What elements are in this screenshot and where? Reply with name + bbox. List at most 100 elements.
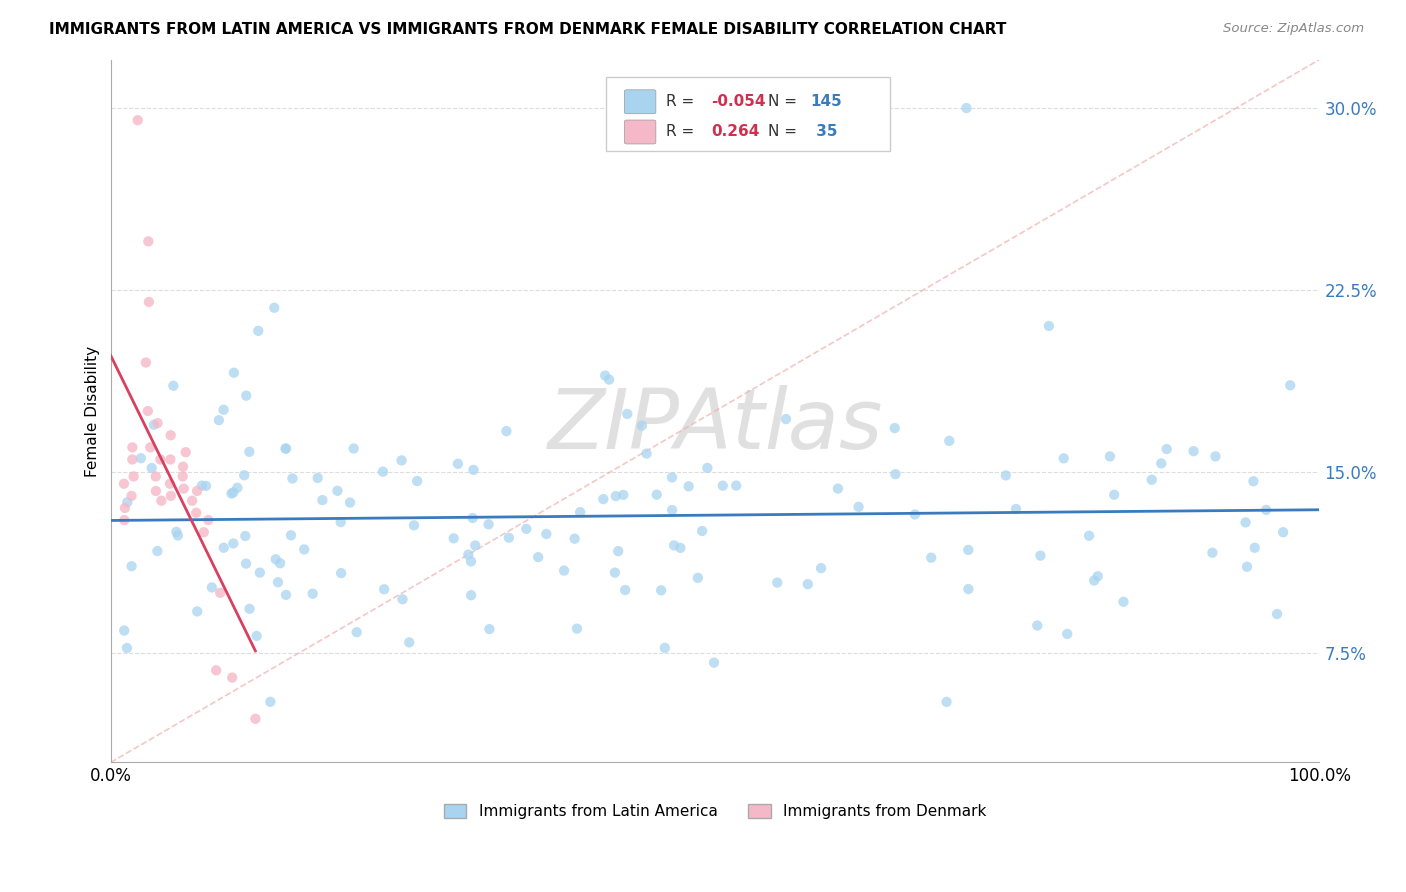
Point	[711, 478, 734, 492]
Point	[1243, 541, 1265, 555]
Point	[136, 404, 159, 418]
Point	[129, 451, 152, 466]
Point	[274, 442, 297, 456]
Point	[1156, 442, 1178, 457]
Point	[1083, 574, 1105, 588]
Point	[238, 444, 260, 458]
Point	[301, 587, 323, 601]
Point	[593, 368, 616, 383]
Point	[645, 488, 668, 502]
Point	[605, 489, 627, 503]
Text: N =: N =	[768, 125, 803, 139]
Point	[696, 461, 718, 475]
Point	[122, 469, 145, 483]
Text: N =: N =	[768, 95, 803, 110]
Point	[536, 527, 558, 541]
Point	[197, 513, 219, 527]
Text: -0.054: -0.054	[711, 95, 766, 110]
Point	[145, 483, 167, 498]
Point	[235, 557, 257, 571]
Point	[329, 515, 352, 529]
Point	[245, 712, 267, 726]
Point	[264, 552, 287, 566]
Point	[661, 470, 683, 484]
FancyBboxPatch shape	[606, 78, 890, 151]
Point	[686, 571, 709, 585]
Point	[443, 531, 465, 545]
Point	[274, 588, 297, 602]
Point	[884, 467, 907, 482]
Point	[221, 486, 243, 500]
Point	[406, 474, 429, 488]
Point	[149, 452, 172, 467]
Point	[226, 481, 249, 495]
Point	[121, 452, 143, 467]
Point	[527, 550, 550, 565]
Point	[209, 586, 232, 600]
Point	[515, 522, 537, 536]
Point	[138, 235, 160, 249]
Point	[402, 518, 425, 533]
Point	[238, 602, 260, 616]
Point	[669, 541, 692, 555]
Point	[1098, 450, 1121, 464]
Point	[193, 525, 215, 540]
Point	[311, 493, 333, 508]
Point	[1056, 627, 1078, 641]
Point	[142, 417, 165, 432]
Point	[1140, 473, 1163, 487]
Point	[112, 513, 135, 527]
Point	[464, 539, 486, 553]
Point	[235, 389, 257, 403]
Point	[1150, 457, 1173, 471]
Point	[233, 468, 256, 483]
Text: IMMIGRANTS FROM LATIN AMERICA VS IMMIGRANTS FROM DENMARK FEMALE DISABILITY CORRE: IMMIGRANTS FROM LATIN AMERICA VS IMMIGRA…	[49, 22, 1007, 37]
Point	[139, 441, 162, 455]
Point	[274, 442, 297, 456]
Point	[346, 625, 368, 640]
Point	[1029, 549, 1052, 563]
Point	[112, 624, 135, 638]
FancyBboxPatch shape	[624, 90, 655, 113]
Point	[165, 524, 187, 539]
Point	[159, 452, 181, 467]
Point	[1265, 607, 1288, 621]
Point	[146, 416, 169, 430]
Point	[222, 366, 245, 380]
Point	[195, 479, 218, 493]
Point	[221, 671, 243, 685]
Point	[1112, 595, 1135, 609]
Point	[391, 453, 413, 467]
Point	[703, 656, 725, 670]
Point	[631, 418, 654, 433]
Point	[212, 541, 235, 555]
Point	[654, 640, 676, 655]
Point	[146, 544, 169, 558]
Point	[339, 495, 361, 509]
Point	[159, 428, 181, 442]
Point	[1182, 444, 1205, 458]
Point	[827, 482, 849, 496]
Point	[117, 495, 139, 509]
Point	[1053, 451, 1076, 466]
Point	[167, 528, 190, 542]
Point	[553, 564, 575, 578]
Point	[292, 542, 315, 557]
Point	[222, 485, 245, 500]
Point	[957, 582, 980, 596]
Point	[121, 489, 143, 503]
Point	[1241, 475, 1264, 489]
Point	[172, 469, 194, 483]
Point	[343, 442, 366, 456]
Point	[121, 441, 143, 455]
Point	[935, 695, 957, 709]
Point	[173, 482, 195, 496]
Y-axis label: Female Disability: Female Disability	[86, 345, 100, 476]
Point	[212, 402, 235, 417]
Point	[181, 493, 204, 508]
Point	[603, 566, 626, 580]
Point	[186, 604, 208, 618]
Text: 0.264: 0.264	[711, 125, 759, 139]
Point	[263, 301, 285, 315]
Point	[1026, 618, 1049, 632]
